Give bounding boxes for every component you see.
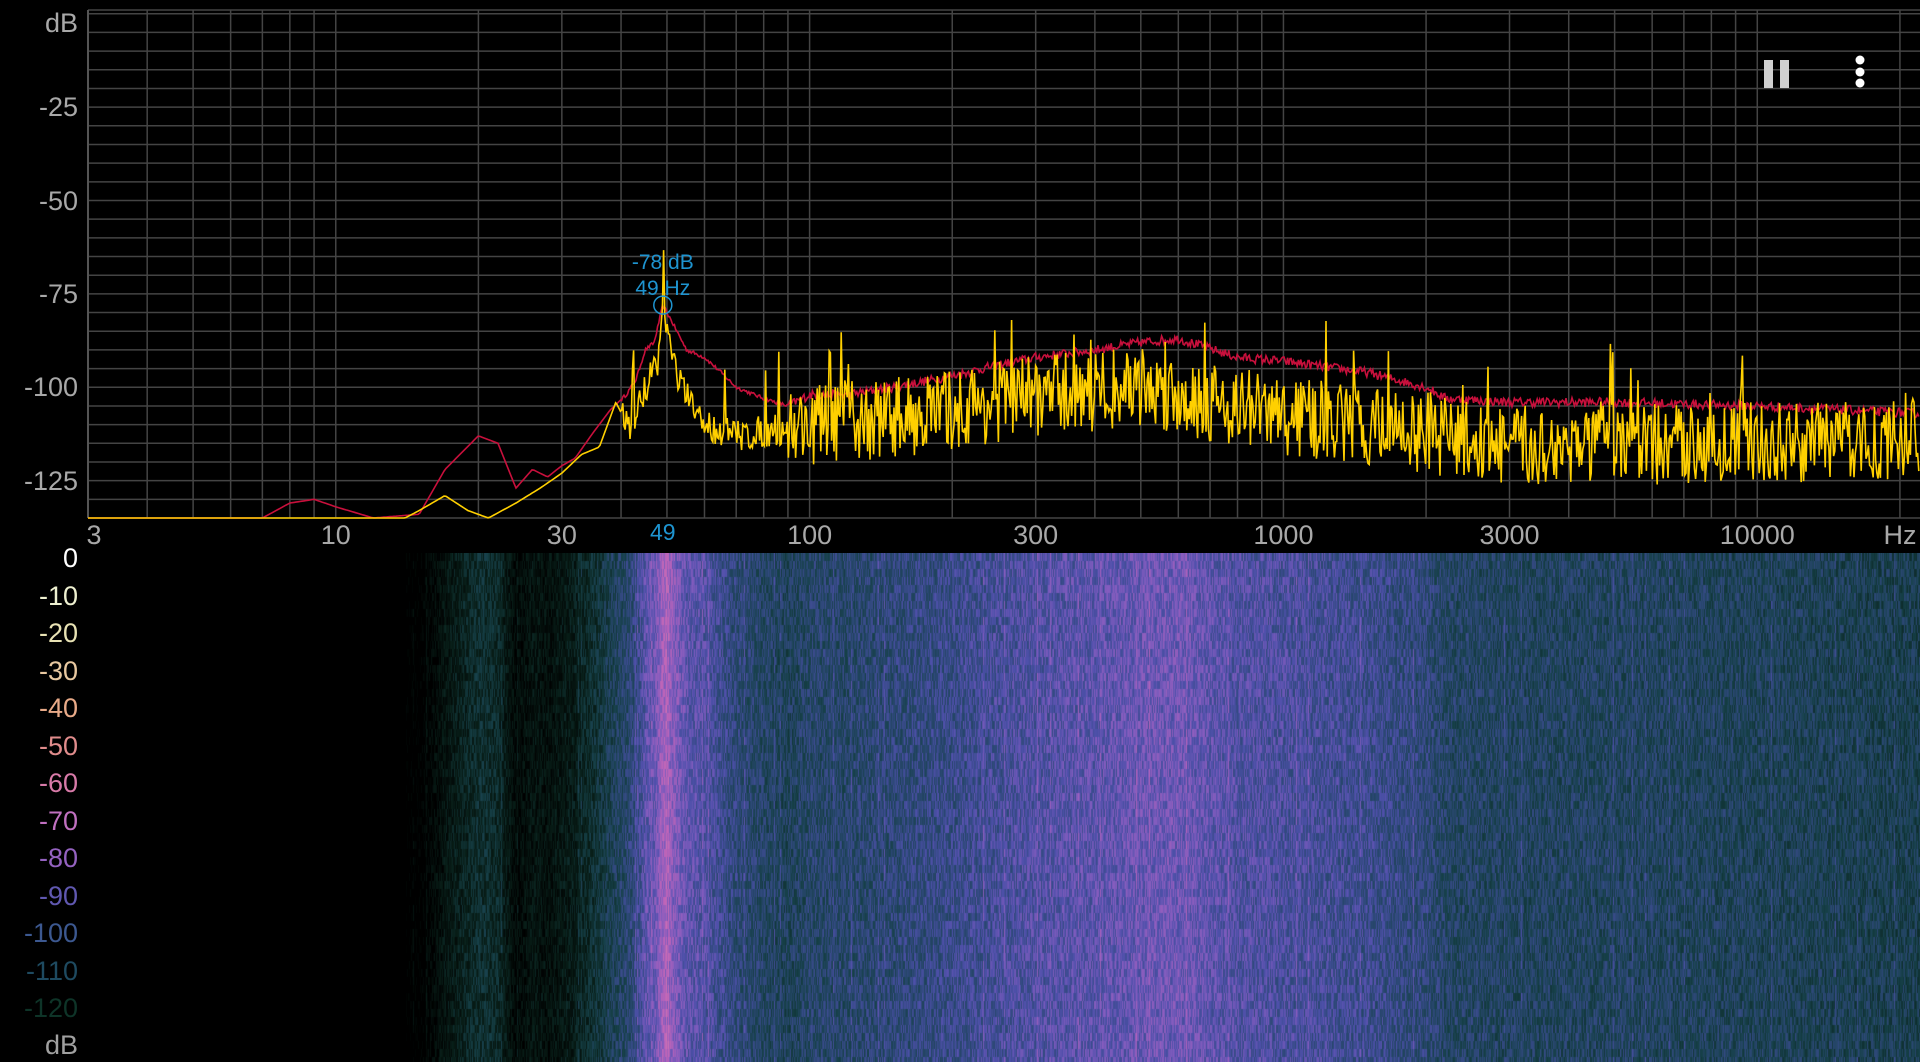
x-tick-label: 3: [86, 520, 102, 550]
spectrogram-scale-label: -60: [38, 768, 78, 798]
pause-icon: [1764, 60, 1789, 88]
more-options-button[interactable]: [1848, 52, 1872, 92]
spectrogram-scale-label: -80: [38, 843, 78, 873]
spectrogram-scale-label: -70: [38, 805, 78, 836]
peak-db-label: -78 dB: [631, 251, 694, 275]
x-tick-label: 100: [787, 520, 833, 550]
spectrum-trace: [88, 250, 1920, 519]
x-tick-label: 1000: [1253, 520, 1314, 550]
peak-hold-trace: [88, 302, 1920, 519]
spectrogram-scale-label: -50: [38, 730, 78, 761]
spectrogram-scale-label: -120: [23, 993, 78, 1023]
spectrum-plot: [87, 9, 1920, 519]
spectrogram-scale-label: -100: [23, 918, 78, 948]
x-tick-label: 300: [1013, 520, 1059, 550]
pause-button[interactable]: [1760, 56, 1794, 92]
x-tick-label: 10000: [1719, 520, 1795, 550]
spectrogram-scale-label: -30: [38, 655, 78, 686]
peak-marker-circle: [653, 295, 673, 315]
more-vert-icon: [1855, 55, 1865, 88]
y-axis-unit: dB: [44, 8, 78, 38]
y-tick-label: -125: [23, 465, 78, 496]
peak-hz-label: 49 Hz: [635, 277, 691, 301]
y-tick-label: -25: [38, 92, 78, 123]
spectrogram: [0, 553, 1920, 1062]
y-tick-label: -75: [38, 278, 78, 309]
y-tick-label: -50: [38, 185, 78, 216]
spectrogram-scale-unit: dB: [44, 1030, 78, 1060]
peak-x-marker-label: 49: [650, 519, 676, 545]
x-axis-unit: Hz: [1883, 520, 1917, 550]
spectrogram-scale-label: 0: [62, 543, 78, 573]
y-tick-label: -100: [23, 372, 78, 403]
spectrogram-scale-label: -110: [25, 955, 78, 986]
spectrogram-scale-label: -10: [38, 580, 78, 611]
x-tick-label: 10: [320, 520, 351, 550]
spectrogram-scale-label: -90: [38, 880, 78, 911]
x-tick-label: 30: [546, 520, 577, 550]
spectrogram-scale-label: -20: [38, 618, 78, 648]
x-tick-label: 3000: [1479, 520, 1540, 550]
spectrogram-scale-label: -40: [38, 693, 78, 723]
